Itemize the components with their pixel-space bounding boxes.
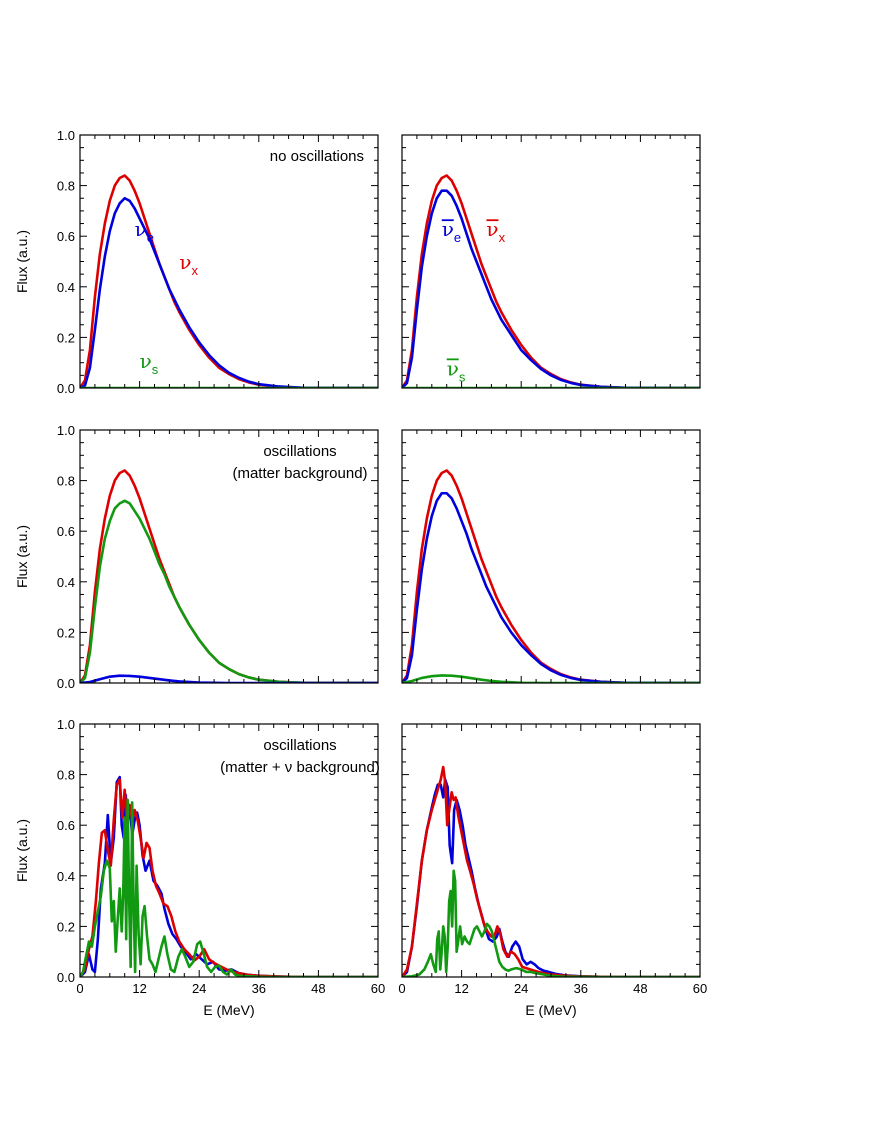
x-axis-label: E (MeV) bbox=[525, 1002, 576, 1018]
legend-subscript: e bbox=[454, 230, 461, 245]
panel-annotation: (matter background) bbox=[232, 465, 367, 482]
series-line-e bbox=[402, 189, 700, 388]
y-tick-label: 1.0 bbox=[57, 717, 75, 732]
y-tick-label: 0.2 bbox=[57, 625, 75, 640]
panel-annotation: oscillations bbox=[263, 443, 336, 460]
x-axis-label: E (MeV) bbox=[203, 1002, 254, 1018]
series-group bbox=[402, 765, 700, 977]
x-tick-label: 12 bbox=[454, 981, 468, 996]
panel-bottom-left: 0.0 0.2 0.4 0.6 0.8 1.0 Flux (a.u.) 0 12 24 36 48 60… bbox=[14, 717, 385, 1018]
y-tick-label: 1.0 bbox=[57, 128, 75, 143]
x-tick-label: 0 bbox=[76, 981, 83, 996]
legend-label-e: νe bbox=[442, 217, 461, 245]
y-tick-label: 0.4 bbox=[57, 869, 75, 884]
legend-label-x: νx bbox=[179, 250, 198, 278]
x-tick-label: 36 bbox=[574, 981, 588, 996]
panel-annotation: no oscillations bbox=[270, 148, 364, 165]
y-tick-label: 0.2 bbox=[57, 919, 75, 934]
series-line-x bbox=[402, 765, 700, 977]
plot-frame bbox=[401, 429, 701, 684]
x-tick-label: 60 bbox=[371, 981, 385, 996]
series-group bbox=[402, 469, 700, 683]
y-axis-label: Flux (a.u.) bbox=[14, 525, 30, 588]
y-axis-label: Flux (a.u.) bbox=[14, 230, 30, 293]
series-line-x bbox=[402, 469, 700, 683]
legend-subscript: x bbox=[499, 230, 506, 245]
series-group bbox=[402, 174, 700, 388]
legend-symbol: ν bbox=[447, 356, 459, 380]
y-tick-label: 0.2 bbox=[57, 330, 75, 345]
series-group bbox=[80, 469, 378, 683]
legend-label-e: νe bbox=[135, 217, 154, 245]
series-group bbox=[80, 174, 378, 388]
series-line-x bbox=[80, 469, 378, 683]
x-tick-label: 24 bbox=[192, 981, 206, 996]
panel-annotation: (matter + ν background) bbox=[220, 759, 380, 776]
x-tick-label: 60 bbox=[693, 981, 707, 996]
panel-middle-left: 0.0 0.2 0.4 0.6 0.8 1.0 Flux (a.u.) oscillation… bbox=[14, 423, 379, 691]
series-line-e bbox=[80, 674, 378, 683]
series-line-e bbox=[80, 196, 378, 388]
x-tick-label: 48 bbox=[633, 981, 647, 996]
y-tick-label: 0.6 bbox=[57, 818, 75, 833]
y-tick-label: 0.8 bbox=[57, 474, 75, 489]
x-tick-label: 24 bbox=[514, 981, 528, 996]
legend-symbol: ν bbox=[140, 349, 152, 373]
legend-symbol: ν bbox=[442, 217, 454, 241]
y-tick-label: 0.6 bbox=[57, 524, 75, 539]
legend-label-s: νs bbox=[140, 349, 159, 377]
legend-subscript: s bbox=[152, 362, 159, 377]
panel-middle-right bbox=[401, 429, 701, 684]
legend-symbol: ν bbox=[135, 217, 147, 241]
plot-frame bbox=[79, 134, 379, 389]
legend-label-x: νx bbox=[486, 217, 505, 245]
series-line-s bbox=[402, 869, 700, 977]
y-tick-label: 0.4 bbox=[57, 280, 75, 295]
x-tick-label: 0 bbox=[398, 981, 405, 996]
legend-subscript: s bbox=[459, 369, 466, 384]
series-line-s bbox=[80, 798, 378, 977]
y-tick-label: 1.0 bbox=[57, 423, 75, 438]
panel-annotation: oscillations bbox=[263, 737, 336, 754]
x-tick-label: 48 bbox=[311, 981, 325, 996]
legend-subscript: e bbox=[147, 230, 154, 245]
legend-label-s: νs bbox=[447, 356, 466, 384]
legend-subscript: x bbox=[192, 263, 199, 278]
legend-symbol: ν bbox=[486, 217, 498, 241]
series-line-s bbox=[80, 499, 378, 683]
y-tick-label: 0.4 bbox=[57, 575, 75, 590]
legend-symbol: ν bbox=[179, 250, 191, 274]
x-tick-label: 12 bbox=[132, 981, 146, 996]
y-axis-label: Flux (a.u.) bbox=[14, 819, 30, 882]
y-tick-label: 0.8 bbox=[57, 768, 75, 783]
y-tick-label: 0.0 bbox=[57, 970, 75, 985]
panel-bottom-right: 0 12 24 36 48 60 E (MeV) bbox=[398, 723, 707, 1018]
plot-frame bbox=[401, 134, 701, 389]
series-group bbox=[80, 775, 378, 977]
y-tick-label: 0.8 bbox=[57, 179, 75, 194]
series-line-e bbox=[402, 491, 700, 683]
y-tick-label: 0.0 bbox=[57, 381, 75, 396]
x-tick-label: 36 bbox=[252, 981, 266, 996]
y-tick-label: 0.6 bbox=[57, 229, 75, 244]
y-tick-label: 0.0 bbox=[57, 676, 75, 691]
panel-top-left: 0.0 0.2 0.4 0.6 0.8 1.0 Flux (a.u.) no oscillat… bbox=[14, 128, 379, 396]
series-line-x bbox=[80, 174, 378, 388]
